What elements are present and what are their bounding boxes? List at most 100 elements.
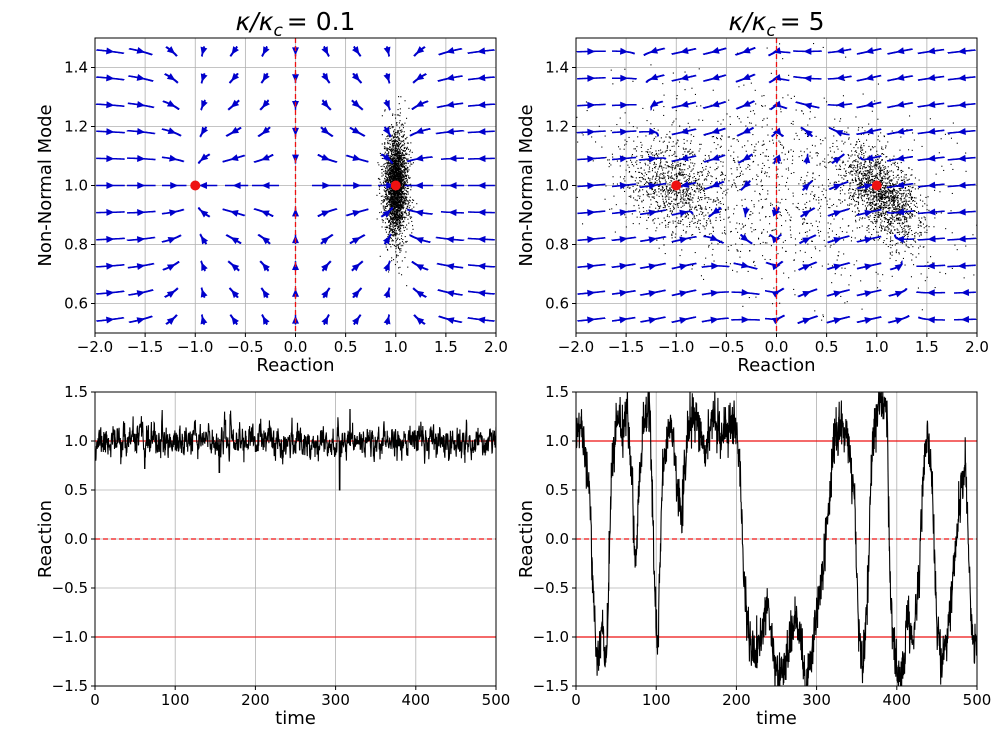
y-tick-label: 0.8 [64, 236, 88, 254]
scatter-point [411, 220, 413, 222]
scatter-point [910, 217, 912, 219]
scatter-point [910, 194, 912, 196]
scatter-point [392, 222, 394, 224]
streamline-arrow [169, 154, 178, 162]
scatter-point [394, 193, 396, 195]
scatter-point [399, 205, 401, 207]
scatter-point [393, 193, 395, 195]
scatter-point [404, 138, 406, 140]
scatter-point [388, 201, 390, 203]
scatter-point [924, 203, 926, 205]
scatter-point [404, 162, 406, 164]
scatter-point [891, 232, 893, 234]
scatter-point [862, 166, 864, 168]
scatter-point [903, 230, 905, 232]
scatter-point [397, 157, 399, 159]
scatter-point [405, 192, 407, 194]
streamline-arrow [445, 236, 455, 244]
scatter-point [863, 200, 865, 202]
y-tick-label: 1.0 [64, 177, 88, 195]
scatter-point [389, 202, 391, 204]
scatter-point [401, 183, 403, 185]
scatter-point [879, 174, 881, 176]
streamline-arrow [352, 316, 360, 325]
scatter-point [388, 156, 390, 158]
scatter-point [886, 197, 888, 199]
scatter-point [394, 225, 396, 227]
scatter-point [668, 192, 670, 194]
scatter-point [711, 176, 713, 178]
scatter-point [877, 206, 879, 208]
scatter-point [858, 202, 860, 204]
scatter-point [879, 174, 881, 176]
scatter-point [646, 210, 648, 212]
streamline-arrow [477, 155, 486, 163]
scatter-point [864, 174, 866, 176]
scatter-point [927, 196, 929, 198]
scatter-point [664, 207, 666, 209]
streamline-arrow [201, 262, 208, 271]
scatter-point [400, 131, 402, 133]
scatter-point [407, 170, 409, 172]
scatter-point [636, 184, 638, 186]
scatter-point [875, 191, 877, 193]
scatter-point [643, 175, 645, 177]
scatter-point [658, 166, 660, 168]
scatter-point [682, 202, 684, 204]
scatter-point [395, 152, 397, 154]
scatter-point [880, 169, 882, 171]
scatter-point [894, 195, 896, 197]
scatter-point [885, 243, 887, 245]
scatter-point [899, 223, 901, 225]
fixed-point [390, 180, 401, 191]
scatter-point [392, 171, 394, 173]
scatter-point [865, 189, 867, 191]
scatter-point [401, 188, 403, 190]
scatter-point [393, 171, 395, 173]
scatter-point [397, 180, 399, 182]
scatter-point [391, 196, 393, 198]
scatter-point [892, 218, 894, 220]
scatter-point [881, 153, 883, 155]
scatter-point [404, 167, 406, 169]
scatter-point [401, 183, 403, 185]
scatter-point [389, 126, 391, 128]
scatter-point [392, 193, 394, 195]
scatter-point [679, 163, 681, 165]
scatter-point [874, 176, 876, 178]
scatter-point [394, 163, 396, 165]
scatter-point [933, 226, 935, 228]
scatter-point [397, 221, 399, 223]
scatter-point [865, 207, 867, 209]
scatter-point [395, 160, 397, 162]
scatter-point [883, 221, 885, 223]
scatter-point [400, 167, 402, 169]
scatter-point [901, 187, 903, 189]
scatter-point [388, 162, 390, 164]
scatter-point [874, 146, 876, 148]
scatter-point [380, 211, 382, 213]
scatter-point [893, 201, 895, 203]
scatter-point [680, 182, 682, 184]
scatter-point [400, 181, 402, 183]
scatter-point [677, 165, 679, 167]
scatter-point [899, 231, 901, 233]
scatter-point [905, 193, 907, 195]
scatter-point [396, 194, 398, 196]
scatter-point [895, 176, 897, 178]
scatter-point [402, 145, 404, 147]
scatter-point [405, 198, 407, 200]
scatter-point [899, 214, 901, 216]
scatter-point [379, 152, 381, 154]
scatter-point [869, 170, 871, 172]
scatter-point [866, 180, 868, 182]
scatter-point [638, 182, 640, 184]
scatter-point [395, 232, 397, 234]
scatter-point [406, 180, 408, 182]
scatter-point [402, 220, 404, 222]
scatter-point [403, 206, 405, 208]
scatter-point [406, 199, 408, 201]
scatter-point [888, 181, 890, 183]
scatter-point [394, 150, 396, 152]
scatter-point [915, 197, 917, 199]
